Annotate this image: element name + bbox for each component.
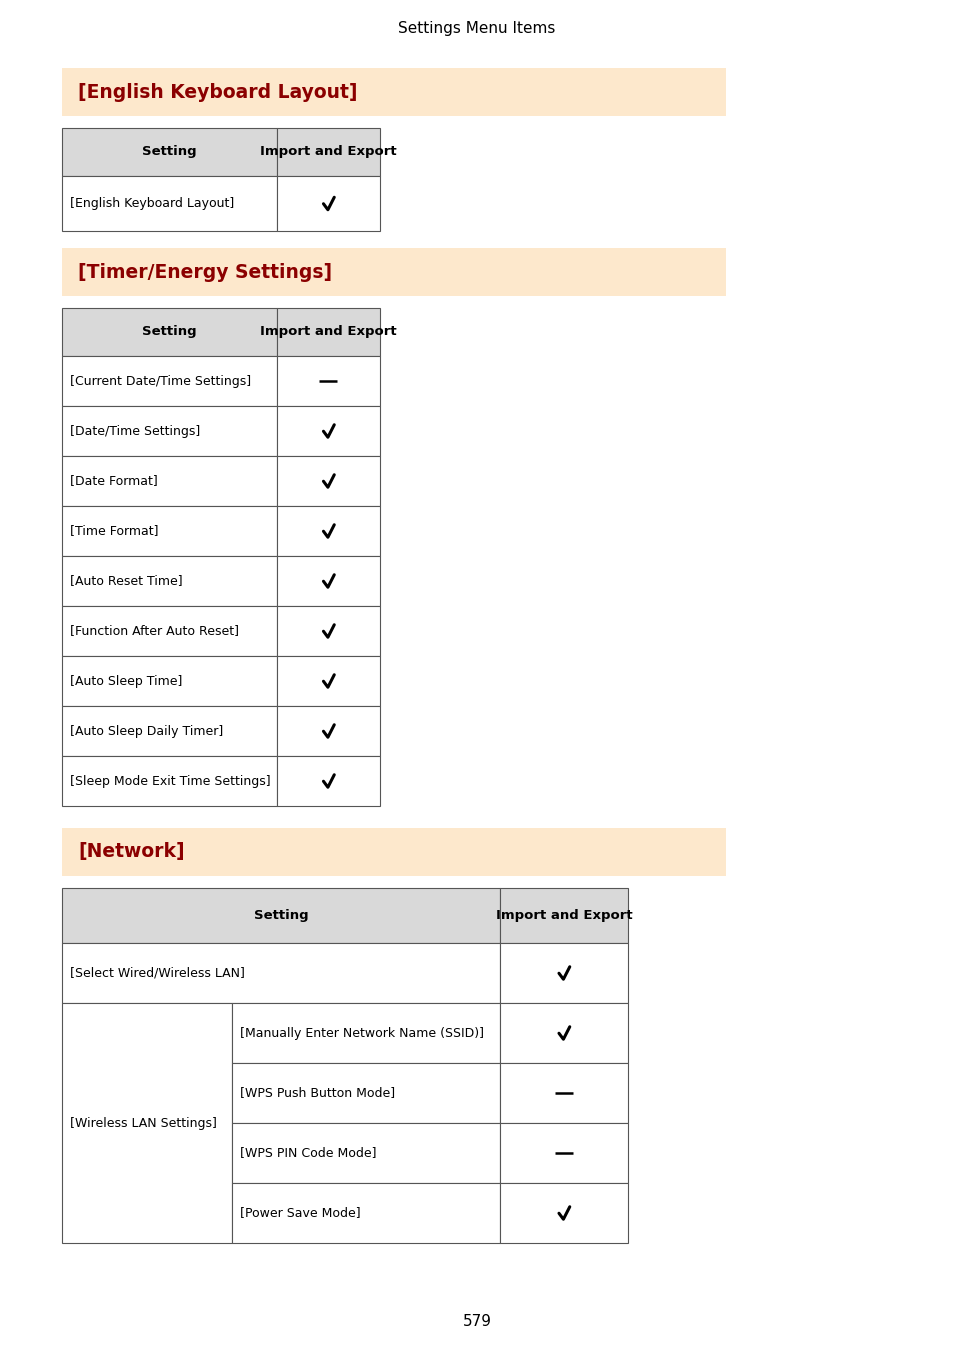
Bar [62,356,276,406]
Bar [499,944,627,1003]
Bar [276,756,379,806]
Text: [Date/Time Settings]: [Date/Time Settings] [70,424,200,437]
Bar [62,888,499,944]
Text: [Auto Sleep Time]: [Auto Sleep Time] [70,675,182,687]
Bar [276,176,379,231]
Text: 579: 579 [462,1315,491,1330]
Bar [232,1003,499,1062]
Bar [62,128,276,176]
Bar [62,756,276,806]
Bar [276,506,379,556]
Bar [62,456,276,506]
Text: [Auto Sleep Daily Timer]: [Auto Sleep Daily Timer] [70,725,223,737]
Bar [276,406,379,456]
Bar [232,1123,499,1183]
Bar [499,1183,627,1243]
Bar [276,128,379,176]
Bar [232,1183,499,1243]
Text: [Timer/Energy Settings]: [Timer/Energy Settings] [78,262,332,282]
Bar [62,606,276,656]
Text: [Select Wired/Wireless LAN]: [Select Wired/Wireless LAN] [70,967,245,980]
Text: [WPS PIN Code Mode]: [WPS PIN Code Mode] [240,1146,376,1160]
Text: [Current Date/Time Settings]: [Current Date/Time Settings] [70,374,251,387]
Text: Import and Export: Import and Export [496,909,632,922]
Text: Import and Export: Import and Export [260,146,396,158]
Text: [Manually Enter Network Name (SSID)]: [Manually Enter Network Name (SSID)] [240,1026,483,1040]
Text: [Power Save Mode]: [Power Save Mode] [240,1207,360,1219]
Text: [Network]: [Network] [78,842,185,861]
Text: [Date Format]: [Date Format] [70,474,157,487]
Bar [276,308,379,356]
Bar [276,356,379,406]
Bar [499,888,627,944]
Bar [499,1123,627,1183]
Text: [Function After Auto Reset]: [Function After Auto Reset] [70,625,239,637]
Bar [62,506,276,556]
Text: [Auto Reset Time]: [Auto Reset Time] [70,575,182,587]
Bar [62,556,276,606]
Bar [276,706,379,756]
Text: [English Keyboard Layout]: [English Keyboard Layout] [78,82,357,101]
Text: Settings Menu Items: Settings Menu Items [398,20,555,35]
Bar [499,1062,627,1123]
Bar [232,1062,499,1123]
Bar [62,248,725,296]
Bar [62,656,276,706]
Bar [62,944,499,1003]
Bar [62,176,276,231]
Bar [276,456,379,506]
Bar [62,68,725,116]
Bar [276,606,379,656]
Bar [62,706,276,756]
Text: Setting: Setting [142,325,196,339]
Bar [276,656,379,706]
Text: Setting: Setting [253,909,308,922]
Text: [Time Format]: [Time Format] [70,525,158,537]
Bar [62,308,276,356]
Bar [499,1003,627,1062]
Text: [Sleep Mode Exit Time Settings]: [Sleep Mode Exit Time Settings] [70,775,271,787]
Text: Import and Export: Import and Export [260,325,396,339]
Bar [276,556,379,606]
Text: Setting: Setting [142,146,196,158]
Text: [English Keyboard Layout]: [English Keyboard Layout] [70,197,234,211]
Bar [62,828,725,876]
Text: [Wireless LAN Settings]: [Wireless LAN Settings] [70,1116,216,1130]
Text: [WPS Push Button Mode]: [WPS Push Button Mode] [240,1087,395,1099]
Bar [62,1003,232,1243]
Bar [62,406,276,456]
